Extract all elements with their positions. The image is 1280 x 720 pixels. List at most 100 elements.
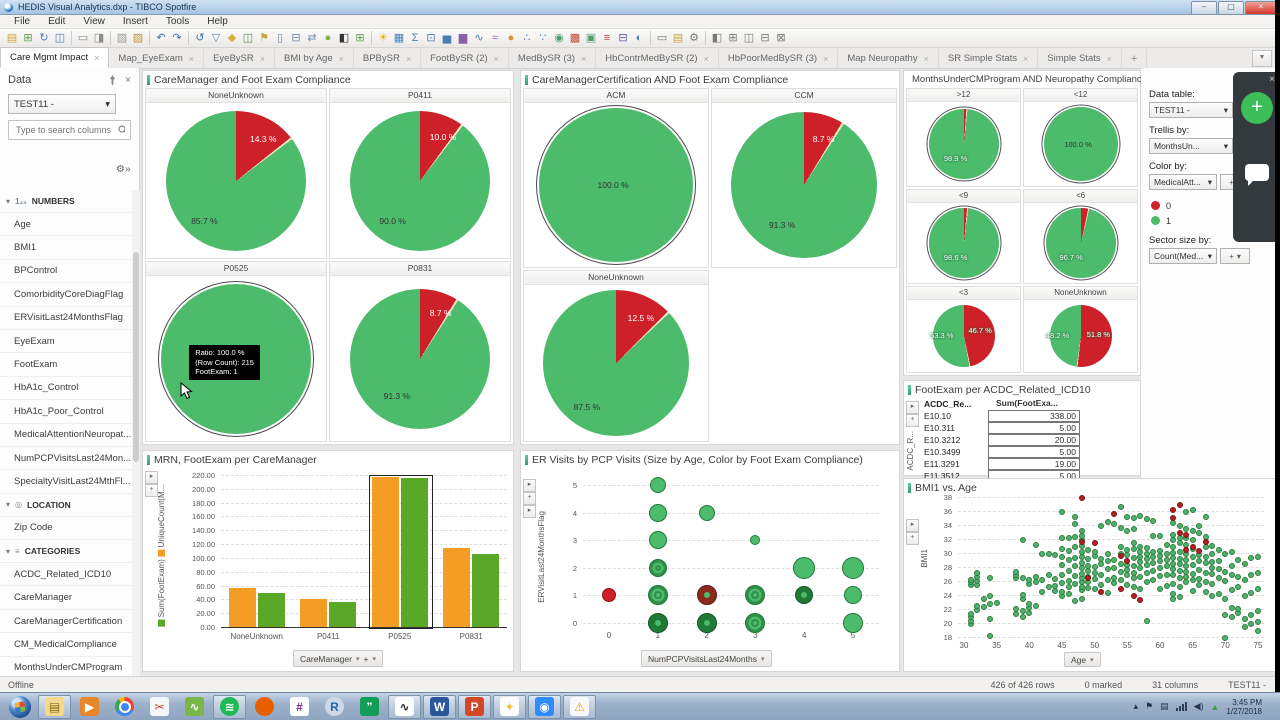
bmi-data-point[interactable] [1039,551,1046,558]
bmi-data-point[interactable] [1032,603,1039,610]
bmi-data-point[interactable] [1163,557,1170,563]
column-header[interactable]: ACDC_Re... [924,399,972,409]
bmi-data-point[interactable] [1143,545,1150,552]
bmi-data-point[interactable] [1130,563,1137,570]
toolbar-split-vertical-icon[interactable]: ◫ [743,32,755,44]
bmi-data-point[interactable] [974,602,981,609]
toolbar-print-icon[interactable]: ▭ [77,32,89,44]
toolbar-table-icon[interactable]: ▦ [393,32,405,44]
er-data-point[interactable] [647,585,668,606]
axis-add-button[interactable]: + [523,492,536,505]
toolbar-lists-icon[interactable]: ⇄ [307,32,317,44]
bmi-data-point[interactable] [1091,548,1098,555]
bmi-data-point[interactable] [1019,608,1026,615]
bmi-data-point[interactable] [987,575,994,582]
bmi-data-point[interactable] [1176,549,1183,556]
bmi-data-point[interactable] [1052,552,1059,559]
bmi-data-point[interactable] [1163,582,1170,589]
er-data-point[interactable] [843,613,863,633]
pie-chart-12[interactable]: 98.9 % [928,109,999,179]
bmi-data-point[interactable] [1137,565,1144,572]
bmi-data-point[interactable] [1137,586,1144,593]
x-axis-selector[interactable]: CareManager ▾ + ▾ [293,650,383,667]
bmi-data-point[interactable] [1183,547,1190,554]
toolbar-marking-icon[interactable]: ● [324,32,332,44]
bmi-data-point[interactable] [1183,531,1190,538]
tab-map-eyeexam[interactable]: Map_EyeExam × [109,49,205,68]
bmi-data-point[interactable] [1176,561,1183,568]
bmi-data-point[interactable] [1104,519,1111,526]
bmi-data-point[interactable] [1130,584,1137,591]
toolbar-line-chart-icon[interactable]: ∿ [474,32,484,44]
taskbar-spotfire-analyst-button[interactable]: ∿ [178,695,211,719]
sidebar-section-location[interactable]: ▾ ◎ LOCATION [0,494,132,517]
x-axis-selector[interactable]: Age ▾ [1064,652,1101,667]
bmi-data-point[interactable] [987,593,994,600]
bmi-data-point[interactable] [1150,577,1157,584]
bmi-data-point[interactable] [1052,582,1059,589]
toolbar-details-on-demand-icon[interactable]: ◫ [242,32,254,44]
taskbar-start-button[interactable] [3,695,36,719]
bmi-data-point[interactable] [1039,577,1046,584]
bmi-data-point[interactable] [1228,572,1235,579]
bar-p0411-uniquecount-m[interactable] [300,599,328,627]
bmi-data-point[interactable] [1032,573,1039,580]
active-table[interactable]: TEST11 - [1228,679,1266,690]
bmi-data-point[interactable] [1137,544,1144,551]
network-icon[interactable] [1175,702,1187,711]
sidebar-item-ervisitlast24monthsflag[interactable]: ERVisitLast24MonthsFlag [0,307,132,330]
bmi-data-point[interactable] [974,570,981,577]
bmi-data-point[interactable] [1059,553,1065,560]
toolbar-split-horizontal-icon[interactable]: ⊟ [760,32,770,44]
taskbar-firefox-button[interactable] [248,695,281,719]
tab-close-icon[interactable]: × [188,53,195,64]
bmi-data-point[interactable] [1098,581,1105,588]
bmi-data-point[interactable] [1183,509,1190,516]
sidebar-item-zip-code[interactable]: Zip Code [0,517,132,541]
chat-bubble-icon[interactable] [1245,164,1269,186]
bmi-data-point[interactable] [1117,524,1124,531]
bmi-data-point[interactable] [1124,572,1131,579]
bmi-data-point[interactable] [1130,540,1137,547]
scrollbar-thumb[interactable] [133,252,139,462]
taskbar-ideas-button[interactable]: ✦ [493,694,526,719]
toolbar-maximize-visual-icon[interactable]: ⊠ [776,32,786,44]
toolbar-cross-table-icon[interactable]: ⊡ [426,32,436,44]
bmi-data-point[interactable] [1019,613,1026,620]
er-data-point[interactable] [602,588,616,603]
pie-chart-9[interactable]: 98.6 % [928,208,999,278]
toolbar-scatter-plot-icon[interactable]: ∴ [523,32,531,44]
bmi-data-point[interactable] [1176,502,1183,509]
sidebar-item-numpcpvisitslast24mon[interactable]: NumPCPVisitsLast24Mon... [0,447,132,471]
er-data-point[interactable] [648,558,667,577]
bmi-data-point[interactable] [1222,550,1229,557]
bmi-data-point[interactable] [1065,557,1072,563]
table-row[interactable]: E11.3291 19.00 [920,458,1136,470]
tab-map-neuropathy[interactable]: Map Neuropathy × [838,49,939,68]
toolbar-paste-icon[interactable]: ▨ [132,32,144,44]
bmi-data-point[interactable] [1170,596,1177,603]
bmi-data-point[interactable] [993,600,1000,607]
bmi-data-point[interactable] [1072,520,1079,527]
tab-close-icon[interactable]: × [338,53,344,64]
bmi-data-point[interactable] [1255,608,1261,615]
bmi-data-point[interactable] [1189,571,1196,577]
axis-arrow-button[interactable]: ▸ [523,505,536,518]
toolbar-save-icon[interactable]: ◫ [54,32,66,44]
table-row[interactable]: E10.10 338.00 [920,410,1136,422]
toolbar-recommendations-icon[interactable]: ☀ [378,32,388,44]
search-input[interactable] [14,124,118,136]
bmi-data-point[interactable] [1222,568,1229,575]
bmi-data-point[interactable] [1072,573,1079,580]
taskbar-r-console-button[interactable]: R [318,695,351,719]
bmi-data-point[interactable] [1078,554,1085,561]
bmi-data-point[interactable] [1222,634,1229,641]
table-row[interactable]: E10.3499 5.00 [920,446,1136,458]
bmi-data-point[interactable] [1085,556,1092,563]
bmi-data-point[interactable] [1085,546,1092,553]
er-scatter-chart[interactable]: 5 4 3 2 1 0 0 1 2 3 4 5 [521,451,899,671]
taskbar-explorer-button[interactable]: ▤ [38,694,71,719]
bmi-data-point[interactable] [1019,537,1026,544]
bmi-data-point[interactable] [1091,570,1098,577]
bmi-data-point[interactable] [1137,596,1144,603]
